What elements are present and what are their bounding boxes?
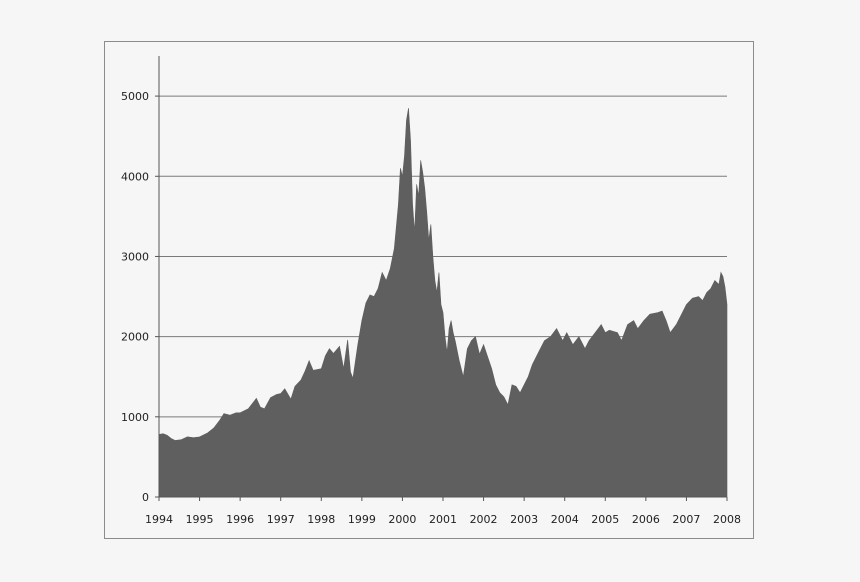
axes [155,56,728,501]
x-tick-label-2003: 2003 [510,513,538,526]
x-tick-labels: 1994 1995 1996 1997 1998 1999 2000 2001 2002 2003… [145,513,741,526]
y-tick-label-2000: 2000 [121,331,149,344]
x-tick-label-1994: 1994 [145,513,173,526]
x-tick-label-2006: 2006 [632,513,660,526]
x-tick-label-2004: 2004 [551,513,579,526]
y-tick-label-4000: 4000 [121,170,149,183]
x-tick-label-1997: 1997 [267,513,295,526]
chart-frame: 0 1000 2000 3000 4000 5000 1994 1995 1996 1997 19… [104,41,754,539]
x-tick-label-1999: 1999 [348,513,376,526]
x-tick-label-2007: 2007 [672,513,700,526]
x-tick-label-2008: 2008 [713,513,741,526]
x-tick-label-1995: 1995 [186,513,214,526]
x-tick-label-2000: 2000 [388,513,416,526]
x-tick-label-1998: 1998 [307,513,335,526]
x-tick-label-2001: 2001 [429,513,457,526]
area-series-0 [158,108,728,498]
y-tick-label-1000: 1000 [121,411,149,424]
x-tick-label-2005: 2005 [591,513,619,526]
x-tick-label-2002: 2002 [470,513,498,526]
series-layer [158,108,728,498]
y-tick-label-5000: 5000 [121,90,149,103]
x-tick-label-1996: 1996 [226,513,254,526]
y-tick-labels: 0 1000 2000 3000 4000 5000 [121,90,149,504]
y-tick-label-0: 0 [142,491,149,504]
y-tick-label-3000: 3000 [121,250,149,263]
